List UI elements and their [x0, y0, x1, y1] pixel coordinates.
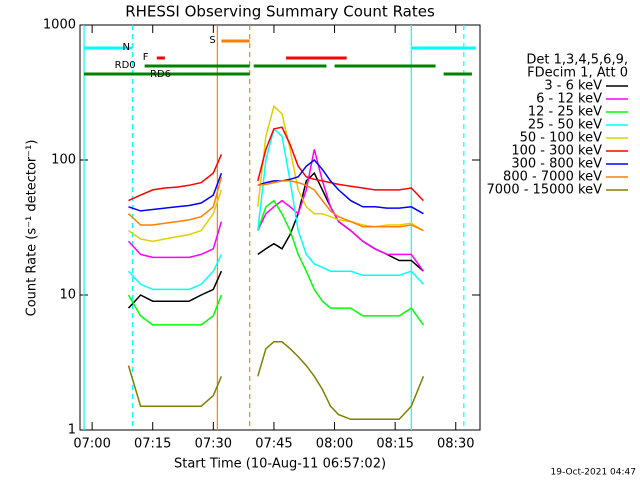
legend-label: 100 - 300 keV [511, 144, 602, 159]
legend-label: 3 - 6 keV [544, 79, 602, 94]
series-line [127, 341, 425, 421]
series-line [127, 176, 424, 232]
flag-label: RD6 [150, 69, 171, 80]
flag-label: N [123, 42, 130, 53]
legend-label: 25 - 50 keV [528, 118, 602, 133]
legend-label: 800 - 7000 keV [503, 170, 602, 185]
legend-label: 300 - 800 keV [511, 157, 602, 172]
plot-frame [79, 24, 481, 431]
legend-label: 12 - 25 keV [528, 105, 602, 120]
legend-header: FDecim 1, Att 0 [527, 66, 628, 81]
legend-label: 7000 - 15000 keV [487, 183, 603, 198]
series-line [128, 126, 424, 202]
y-tick-label: 10 [59, 288, 76, 303]
y-tick-label: 1000 [43, 18, 76, 33]
legend-header: Det 1,3,4,5,6,9, [526, 53, 628, 68]
series-line [127, 199, 425, 326]
x-tick-label: 07:15 [134, 437, 171, 452]
x-tick-label: 07:45 [255, 437, 292, 452]
flag-label: RD0 [115, 60, 136, 71]
x-tick-label: 07:30 [195, 437, 232, 452]
footer: 19-Oct-2021 04:47 [551, 468, 636, 478]
y-axis-label: Count Rate (s⁻¹ detector⁻¹) [25, 140, 40, 317]
x-tick-label: 07:00 [73, 437, 110, 452]
y-tick-label: 100 [51, 153, 76, 168]
series-line [127, 149, 425, 272]
y-tick-label: 1 [68, 423, 76, 438]
flag-label: F [143, 52, 149, 63]
x-axis-label: Start Time (10-Aug-11 06:57:02) [174, 457, 386, 472]
legend-label: 50 - 100 keV [520, 131, 603, 146]
x-tick-label: 08:15 [376, 437, 413, 452]
x-tick-label: 08:30 [437, 437, 474, 452]
series-line [127, 171, 424, 309]
flag-label: S [209, 35, 215, 46]
chart-title: RHESSI Observing Summary Count Rates [125, 3, 435, 21]
series-line [128, 104, 424, 243]
legend-label: 6 - 12 keV [536, 92, 602, 107]
series-line [127, 127, 424, 291]
x-tick-label: 08:00 [316, 437, 353, 452]
